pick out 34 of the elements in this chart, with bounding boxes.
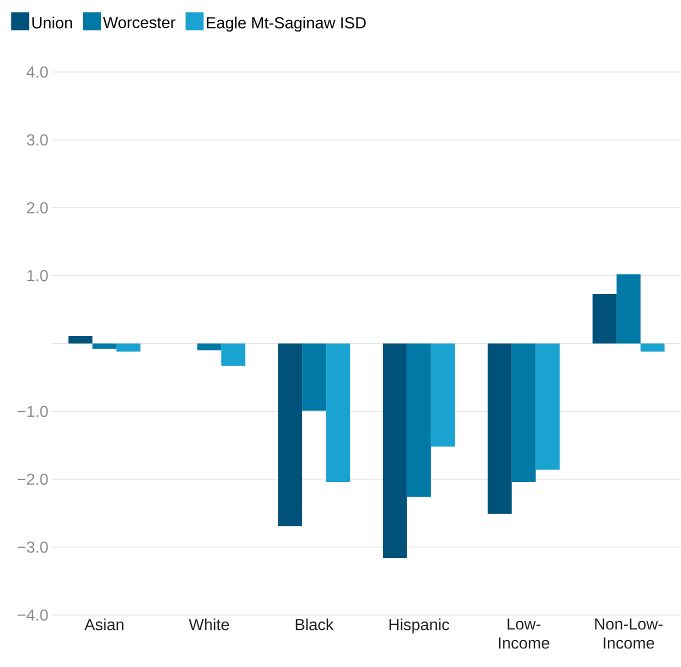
bar [406, 343, 431, 497]
bar [68, 336, 92, 344]
legend-label: Worcester [103, 17, 176, 28]
legend-label: Union [32, 16, 72, 28]
bar [221, 343, 246, 366]
bar [302, 343, 326, 411]
y-tick-label: −1.0 [18, 406, 48, 418]
bar [430, 343, 455, 447]
bar [512, 343, 536, 482]
x-tick-label: Black [296, 618, 334, 630]
bar [592, 294, 617, 344]
bar [640, 343, 665, 352]
y-tick-label: −2.0 [18, 474, 48, 485]
x-tick-label: Asian [84, 618, 124, 630]
bar [197, 343, 222, 350]
bar [382, 343, 407, 558]
bar [116, 343, 140, 352]
x-tick-label: Hispanic [390, 618, 450, 634]
bar [488, 343, 512, 514]
bar [536, 343, 560, 470]
bar [616, 274, 641, 344]
bar [92, 343, 116, 349]
bar [278, 343, 302, 526]
y-tick-label: 2.0 [27, 202, 48, 214]
y-tick-label: −3.0 [18, 541, 48, 553]
bar [326, 343, 350, 482]
y-tick-label: 1.0 [27, 270, 48, 282]
y-tick-label: 4.0 [26, 66, 48, 78]
x-tick-label: White [188, 618, 229, 630]
legend-label: Eagle Mt-Saginaw ISD [206, 16, 366, 32]
x-tick-label: Low-Income [498, 618, 550, 649]
x-tick-label: Non-Low-Income [595, 618, 663, 649]
y-tick-label: 3.0 [26, 134, 48, 146]
y-tick-label: −4.0 [18, 609, 48, 621]
